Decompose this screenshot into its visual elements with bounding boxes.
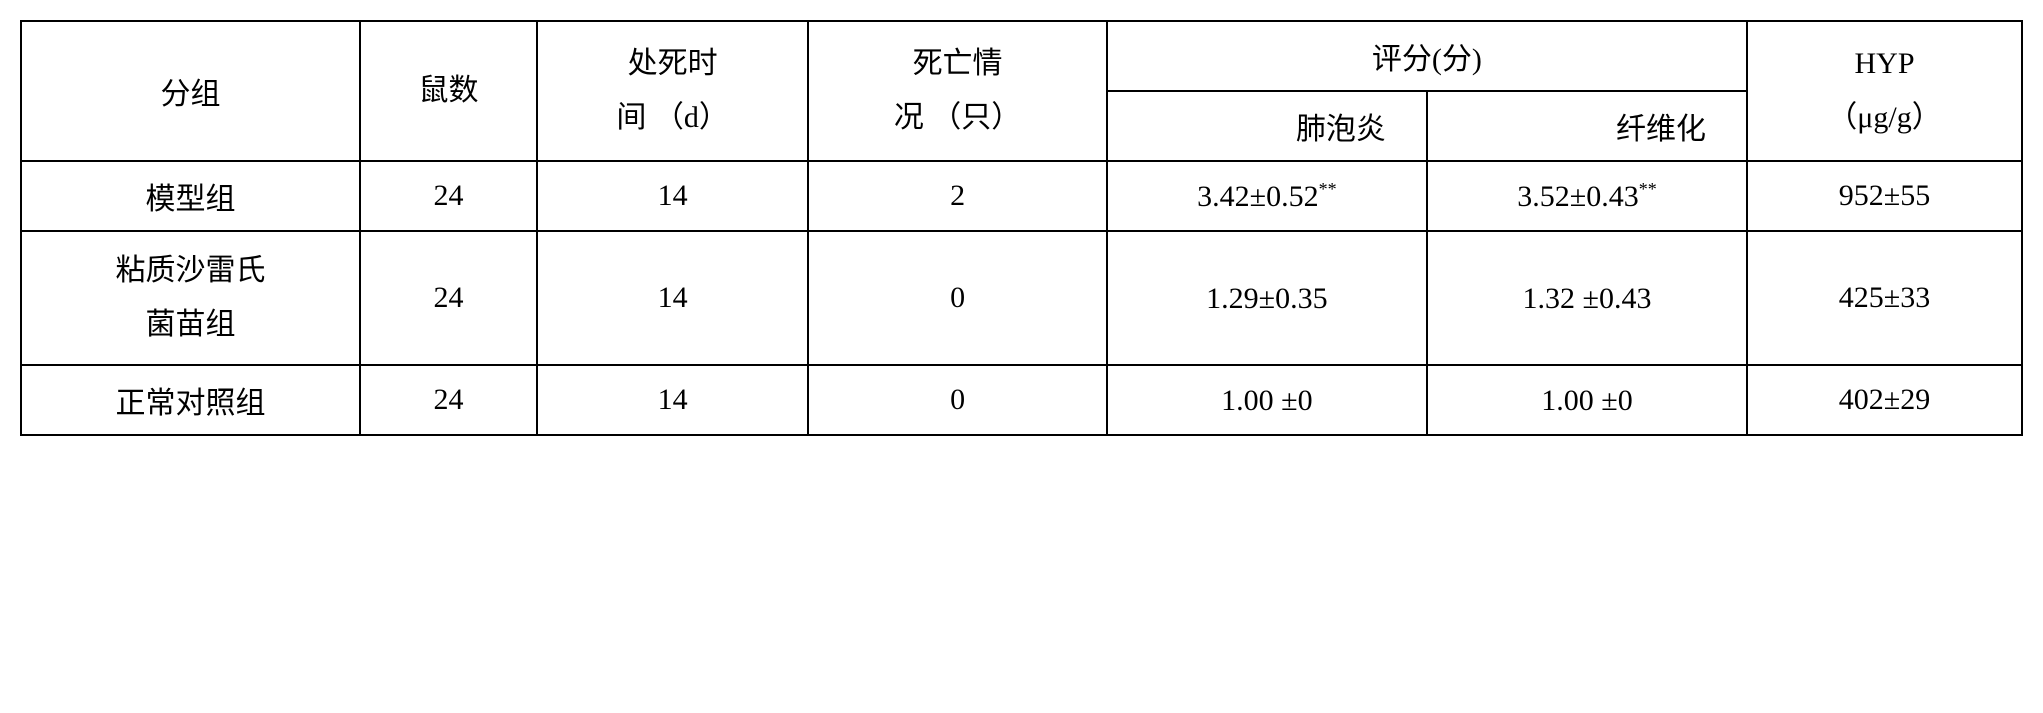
kill-time-line2: 间 （d） — [616, 101, 729, 134]
hyp-label: HYP — [1855, 47, 1915, 80]
cell-kill-time: 14 — [537, 231, 808, 365]
cell-group: 模型组 — [21, 161, 360, 231]
cell-rat-count: 24 — [360, 231, 537, 365]
table-row: 粘质沙雷氏 菌苗组 24 14 0 1.29±0.35 1.32 ±0.43 4… — [21, 231, 2022, 365]
header-row-1: 分组 鼠数 处死时 间 （d） 死亡情 况 （只） 评分(分) HYP （μg/… — [21, 21, 2022, 91]
cell-alveolitis: 3.42±0.52** — [1107, 161, 1427, 231]
death-line1: 死亡情 — [913, 47, 1003, 80]
cell-kill-time: 14 — [537, 161, 808, 231]
alveolitis-sup: ** — [1319, 179, 1337, 199]
cell-death: 0 — [808, 365, 1107, 435]
data-table: 分组 鼠数 处死时 间 （d） 死亡情 况 （只） 评分(分) HYP （μg/… — [20, 20, 2023, 436]
header-rat-count: 鼠数 — [360, 21, 537, 161]
table-row: 模型组 24 14 2 3.42±0.52** 3.52±0.43** 952±… — [21, 161, 2022, 231]
fibrosis-value: 1.00 ±0 — [1541, 384, 1632, 417]
table-header: 分组 鼠数 处死时 间 （d） 死亡情 况 （只） 评分(分) HYP （μg/… — [21, 21, 2022, 161]
header-score: 评分(分) — [1107, 21, 1747, 91]
cell-death: 0 — [808, 231, 1107, 365]
cell-group: 正常对照组 — [21, 365, 360, 435]
fibrosis-value: 1.32 ±0.43 — [1522, 282, 1651, 315]
header-hyp: HYP （μg/g） — [1747, 21, 2022, 161]
cell-fibrosis: 1.32 ±0.43 — [1427, 231, 1747, 365]
table-body: 模型组 24 14 2 3.42±0.52** 3.52±0.43** 952±… — [21, 161, 2022, 435]
hyp-unit: （μg/g） — [1827, 101, 1941, 134]
header-kill-time: 处死时 间 （d） — [537, 21, 808, 161]
kill-time-line1: 处死时 — [628, 47, 718, 80]
header-fibrosis: 纤维化 — [1427, 91, 1747, 161]
cell-rat-count: 24 — [360, 161, 537, 231]
alveolitis-value: 1.00 ±0 — [1221, 384, 1312, 417]
cell-alveolitis: 1.29±0.35 — [1107, 231, 1427, 365]
cell-hyp: 402±29 — [1747, 365, 2022, 435]
cell-hyp: 952±55 — [1747, 161, 2022, 231]
header-death: 死亡情 况 （只） — [808, 21, 1107, 161]
cell-hyp: 425±33 — [1747, 231, 2022, 365]
group-line1: 粘质沙雷氏 — [116, 254, 266, 287]
fibrosis-value: 3.52±0.43 — [1517, 180, 1638, 213]
header-group: 分组 — [21, 21, 360, 161]
header-alveolitis: 肺泡炎 — [1107, 91, 1427, 161]
fibrosis-sup: ** — [1639, 179, 1657, 199]
alveolitis-value: 3.42±0.52 — [1197, 180, 1318, 213]
group-line2: 菌苗组 — [146, 308, 236, 341]
cell-fibrosis: 1.00 ±0 — [1427, 365, 1747, 435]
alveolitis-value: 1.29±0.35 — [1206, 282, 1327, 315]
cell-rat-count: 24 — [360, 365, 537, 435]
death-line2: 况 （只） — [894, 101, 1022, 134]
cell-group: 粘质沙雷氏 菌苗组 — [21, 231, 360, 365]
cell-fibrosis: 3.52±0.43** — [1427, 161, 1747, 231]
cell-alveolitis: 1.00 ±0 — [1107, 365, 1427, 435]
cell-kill-time: 14 — [537, 365, 808, 435]
table-row: 正常对照组 24 14 0 1.00 ±0 1.00 ±0 402±29 — [21, 365, 2022, 435]
cell-death: 2 — [808, 161, 1107, 231]
